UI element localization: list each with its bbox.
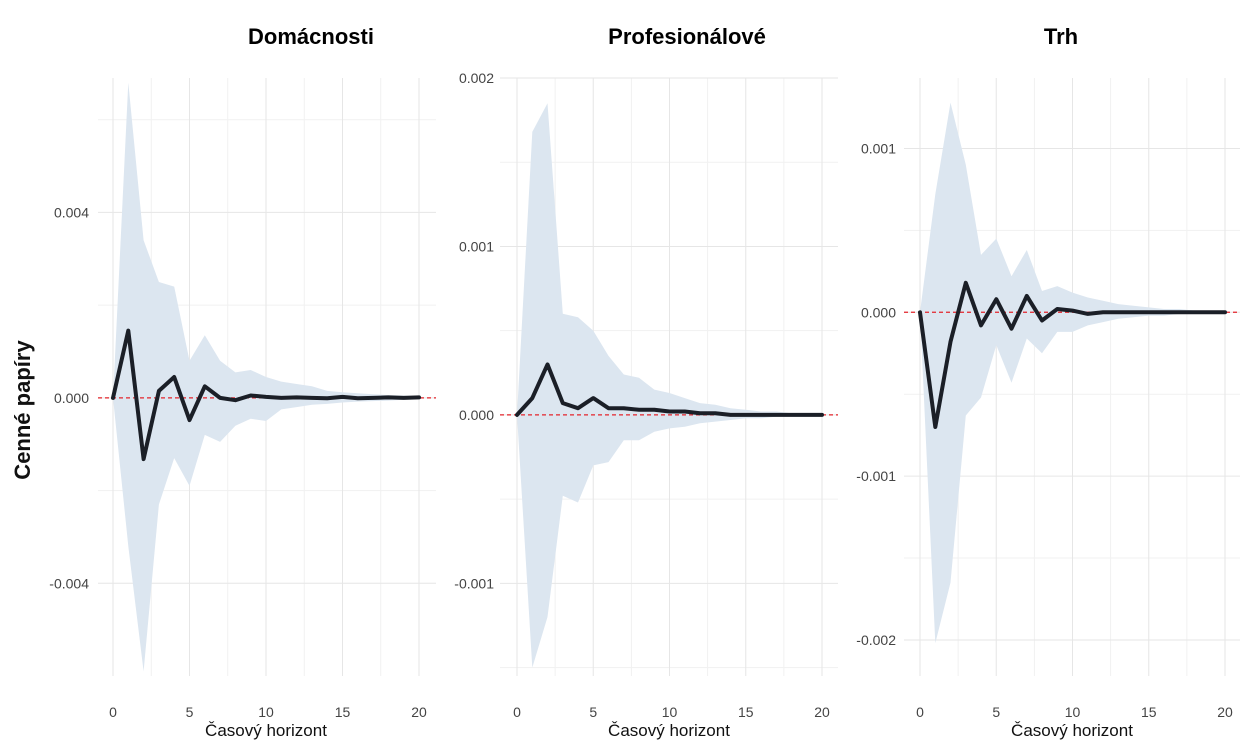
x-tick-label: 0 — [513, 704, 521, 720]
x-tick-label: 20 — [1217, 704, 1233, 720]
x-tick-label: 0 — [916, 704, 924, 720]
panel-domacnosti: Domácnosti Časový horizont 0 5 10 15 20 -0.00… — [49, 24, 436, 740]
x-axis-title: Časový horizont — [608, 721, 730, 740]
y-tick-label: 0.001 — [861, 140, 896, 156]
x-tick-label: 10 — [662, 704, 678, 720]
x-tick-label: 10 — [258, 704, 274, 720]
panel-profesionalove: Profesionálové Časový horizont 0 5 10 15 20 -… — [454, 24, 838, 740]
x-tick-label: 15 — [335, 704, 351, 720]
panel-trh: Trh Časový horizont 0 5 10 15 20 -0.002 -0.001… — [856, 24, 1240, 740]
panel-title: Trh — [1044, 24, 1078, 49]
y-tick-label: 0.000 — [54, 390, 89, 406]
y-tick-label: -0.002 — [856, 632, 896, 648]
panel-title: Profesionálové — [608, 24, 766, 49]
y-tick-label: 0.000 — [459, 407, 494, 423]
y-tick-label: -0.001 — [454, 575, 494, 591]
x-tick-label: 0 — [109, 704, 117, 720]
x-tick-label: 5 — [992, 704, 1000, 720]
y-tick-label: -0.004 — [49, 575, 89, 591]
y-tick-label: 0.004 — [54, 204, 89, 220]
x-tick-label: 5 — [186, 704, 194, 720]
panel-title: Domácnosti — [248, 24, 374, 49]
x-tick-label: 15 — [1141, 704, 1157, 720]
y-tick-label: 0.001 — [459, 238, 494, 254]
y-axis-title: Cenné papíry — [10, 340, 35, 480]
irf-line — [515, 362, 824, 417]
x-axis-title: Časový horizont — [1011, 721, 1133, 740]
x-tick-label: 10 — [1065, 704, 1081, 720]
y-tick-label: -0.001 — [856, 468, 896, 484]
x-axis-title: Časový horizont — [205, 721, 327, 740]
x-tick-label: 20 — [411, 704, 427, 720]
confidence-band — [517, 103, 822, 668]
x-tick-label: 5 — [589, 704, 597, 720]
x-tick-label: 20 — [814, 704, 830, 720]
x-tick-label: 15 — [738, 704, 754, 720]
irf-line — [111, 328, 421, 462]
irf-line — [918, 280, 1227, 429]
grid — [500, 77, 838, 676]
y-tick-label: 0.002 — [459, 70, 494, 86]
y-tick-label: 0.000 — [861, 304, 896, 320]
confidence-band — [113, 82, 419, 672]
confidence-band — [920, 102, 1225, 644]
